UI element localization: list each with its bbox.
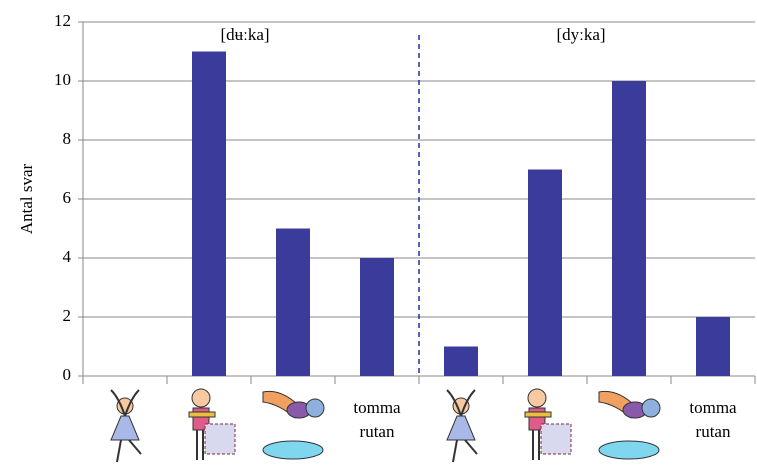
- y-tick-label: 10: [54, 70, 71, 89]
- category-icon: [598, 390, 661, 460]
- bar: [444, 346, 478, 376]
- annotation: [dʉːka]: [220, 25, 269, 44]
- icon-legs: [196, 430, 204, 460]
- icon-pool: [262, 440, 324, 460]
- icon-legs: [532, 430, 540, 460]
- bar: [360, 258, 394, 376]
- icon-dress: [446, 415, 476, 441]
- icon-head: [191, 388, 211, 408]
- category-icon: [262, 390, 325, 460]
- bar: [696, 317, 730, 376]
- icon-table: [540, 423, 572, 455]
- icon-tray: [188, 411, 216, 418]
- icon-legs: [452, 439, 478, 463]
- x-tick-label: tomma rutan: [689, 398, 737, 441]
- icon-dress: [110, 415, 140, 441]
- y-tick-label: 4: [63, 247, 72, 266]
- icon-cap: [641, 398, 661, 418]
- icon-table: [204, 423, 236, 455]
- bar: [276, 228, 310, 376]
- y-tick-label: 6: [63, 188, 72, 207]
- bar: [612, 81, 646, 376]
- bar: [192, 51, 226, 376]
- y-tick-label: 0: [63, 365, 72, 384]
- icon-pool: [598, 440, 660, 460]
- category-icon: [524, 388, 572, 460]
- y-tick-label: 8: [63, 129, 72, 148]
- y-tick-label: 12: [54, 11, 71, 30]
- category-icon: [188, 388, 236, 460]
- icon-cap: [305, 398, 325, 418]
- y-axis-label: Antal svar: [17, 163, 36, 234]
- y-tick-label: 2: [63, 306, 72, 325]
- annotation: [dyːka]: [556, 25, 605, 44]
- icon-tray: [524, 411, 552, 418]
- x-tick-label: tomma rutan: [353, 398, 401, 441]
- bar: [528, 169, 562, 376]
- category-icon: [110, 389, 142, 463]
- icon-legs: [116, 439, 142, 463]
- icon-head: [527, 388, 547, 408]
- category-icon: [446, 389, 478, 463]
